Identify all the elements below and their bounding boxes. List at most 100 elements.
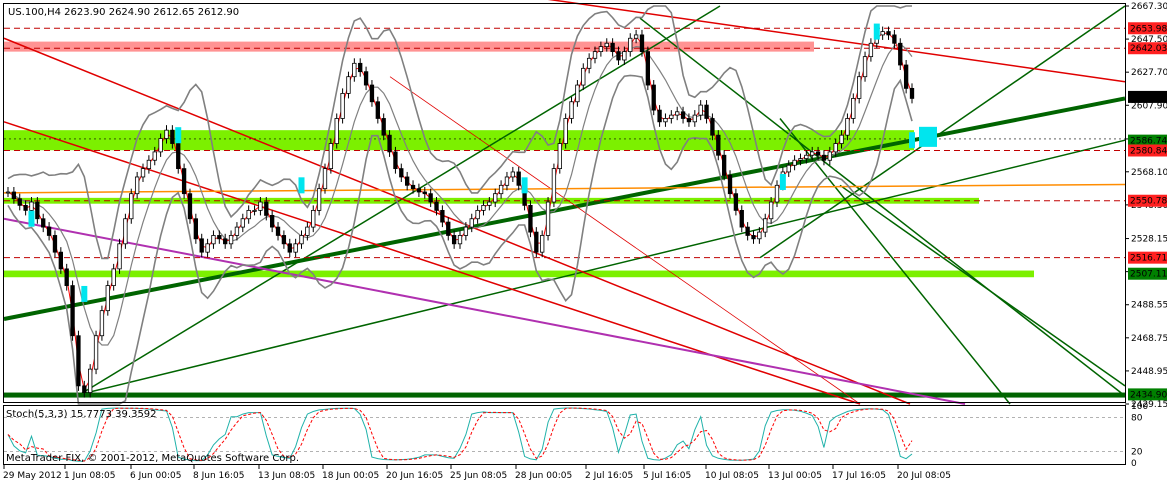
candle (299, 230, 304, 249)
candle (569, 96, 574, 124)
candle (293, 238, 298, 258)
trendline-green-steep (79, 5, 721, 396)
candle (604, 38, 609, 52)
candle (540, 230, 545, 258)
candle (416, 183, 422, 198)
candle (645, 46, 651, 91)
candle (792, 155, 797, 171)
trendline-green-down (639, 17, 1126, 397)
candle (898, 38, 903, 71)
candle (358, 58, 363, 77)
price-tick-label: 2607.90 (1131, 101, 1167, 111)
candle (58, 247, 63, 274)
signal-markers (28, 23, 937, 302)
candle (287, 238, 292, 258)
level-label-box (1128, 388, 1167, 401)
candle (23, 200, 28, 216)
candle (269, 210, 275, 233)
stoch-tick-label: 0 (1131, 459, 1137, 469)
candle (64, 263, 69, 291)
candle (745, 222, 750, 241)
candle (440, 205, 445, 228)
price-tick-label: 2647.50 (1131, 35, 1167, 45)
candle (545, 197, 551, 241)
candle (346, 71, 351, 99)
copyright-text: MetaTrader FIX, © 2001-2012, MetaQuotes … (6, 453, 299, 464)
signal-marker (81, 285, 88, 302)
candle (727, 170, 733, 199)
candles (5, 26, 915, 398)
stochastic-pane[interactable] (4, 407, 1125, 462)
time-tick-label: 6 Jun 00:05 (130, 471, 181, 481)
candle (41, 213, 46, 233)
candle (223, 233, 228, 249)
level-label-text: 2653.98 (1130, 24, 1167, 34)
candle (428, 188, 433, 208)
candle (205, 238, 210, 258)
candle (610, 38, 615, 57)
signal-marker (298, 177, 305, 194)
candle (258, 197, 263, 216)
candle (892, 29, 897, 49)
candle (657, 105, 662, 127)
candle (387, 130, 392, 157)
time-tick-label: 20 Jun 16:05 (386, 471, 443, 481)
time-tick-label: 13 Jun 08:05 (258, 471, 315, 481)
bollinger-middle (7, 43, 913, 346)
candle (675, 106, 680, 121)
candle (751, 230, 756, 244)
level-label-box (1128, 22, 1167, 35)
candle (481, 200, 486, 216)
candle (451, 230, 457, 249)
candle (134, 171, 140, 199)
price-tick-label: 2429.15 (1131, 400, 1167, 410)
candle (123, 213, 128, 249)
candle (598, 41, 604, 57)
candle (340, 88, 345, 124)
candle (193, 213, 199, 244)
candle (164, 125, 169, 144)
candle (815, 146, 821, 161)
stoch-signal-line (7, 407, 913, 462)
price-pane[interactable] (3, 0, 1126, 405)
candle (798, 153, 803, 166)
time-tick-label: 18 Jun 00:05 (322, 471, 379, 481)
candle (99, 305, 105, 341)
time-tick-label: 17 Jul 16:05 (832, 471, 886, 481)
candle (275, 222, 281, 241)
candle (868, 38, 874, 62)
candle (528, 200, 533, 238)
level-label-text: 2550.78 (1130, 197, 1167, 207)
candle (305, 222, 310, 241)
candle (721, 150, 727, 181)
candle (739, 205, 744, 233)
candle (839, 130, 844, 149)
time-tick-label: 2 Jul 16:05 (585, 471, 633, 481)
candle (316, 183, 322, 216)
candle (252, 205, 257, 216)
candle (698, 100, 703, 121)
candle (463, 222, 469, 241)
candle (363, 66, 369, 91)
time-tick-label: 1 Jun 08:05 (64, 471, 115, 481)
candle (516, 166, 521, 191)
candle (76, 330, 81, 391)
signal-marker (28, 210, 35, 227)
candle (217, 230, 222, 244)
candle (111, 263, 116, 291)
level-label-text: 2586.74 (1130, 137, 1167, 147)
candle (393, 146, 398, 174)
candle (93, 330, 99, 375)
stoch-tick-label: 20 (1131, 448, 1143, 458)
price-tick-label: 2488.55 (1131, 301, 1167, 311)
support-band-bottom (4, 392, 1125, 398)
support-zone-lower (4, 270, 1034, 278)
time-tick-label: 8 Jun 16:05 (193, 471, 244, 481)
candle (669, 110, 674, 124)
candle (903, 59, 909, 94)
candle (704, 100, 709, 124)
candle (434, 197, 439, 216)
candle (774, 180, 780, 208)
candle (199, 233, 204, 258)
